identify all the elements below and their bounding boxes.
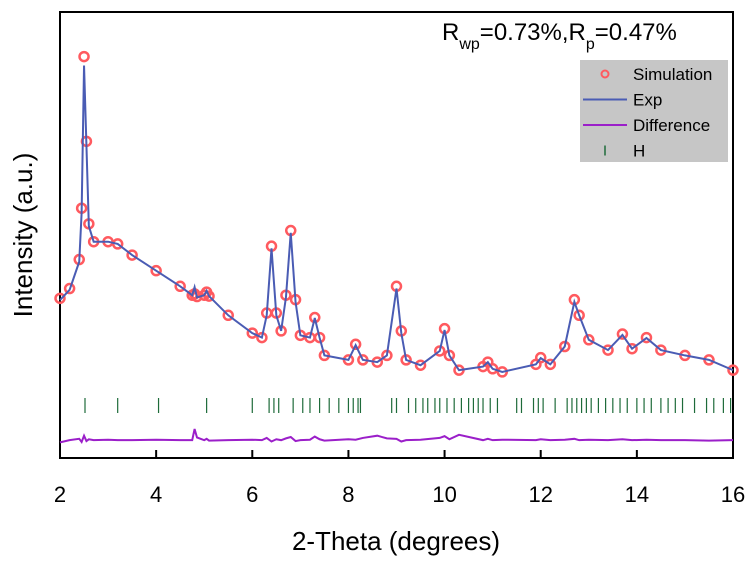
simulation-point (126, 249, 138, 261)
simulation-point (246, 327, 259, 339)
x-axis-title: 2-Theta (degrees) (292, 526, 500, 556)
annotation-part: =0.73%,R (480, 19, 586, 46)
simulation-point (616, 328, 629, 340)
x-tick-label: 6 (246, 482, 258, 507)
simulation-point (111, 238, 124, 250)
plot-frame (59, 11, 734, 459)
legend-label: Difference (633, 116, 710, 135)
simulation-point (434, 345, 446, 357)
simulation-point (626, 342, 638, 355)
annotation-part: =0.47% (595, 19, 677, 46)
x-tick-label: 12 (528, 482, 552, 507)
legend-symbol (600, 69, 610, 79)
simulation-point (174, 280, 186, 293)
simulation-point (583, 334, 595, 346)
simulation-point (727, 364, 739, 376)
simulation-point (349, 338, 362, 351)
x-tick-label: 10 (432, 482, 456, 507)
annotation: Rwp=0.73%,Rp=0.47% (442, 19, 677, 53)
simulation-point (63, 282, 76, 295)
simulation-point (486, 363, 499, 375)
simulation-point (54, 292, 66, 305)
simulation-point (602, 344, 614, 356)
simulation-point (78, 50, 90, 63)
simulation-point (534, 351, 547, 364)
x-tick-label: 8 (342, 482, 354, 507)
x-tick-label: 14 (625, 482, 649, 507)
legend-label: Exp (633, 91, 662, 110)
y-axis-title: Intensity (a.u.) (8, 153, 38, 318)
annotation-part: wp (458, 36, 480, 53)
simulation-point (414, 359, 427, 371)
legend-label: H (633, 142, 645, 161)
simulation-point (222, 309, 234, 322)
simulation-point (640, 331, 653, 344)
simulation-point (313, 331, 326, 344)
annotation-part: R (442, 19, 459, 46)
simulation-point (573, 309, 585, 322)
legend-label: Simulation (633, 65, 712, 84)
simulation-point (544, 358, 557, 371)
annotation-part: p (586, 36, 595, 53)
exp-line (59, 65, 734, 373)
x-tick-label: 16 (721, 482, 745, 507)
x-tick-label: 2 (54, 482, 66, 507)
simulation-point (150, 264, 162, 277)
difference-line (59, 428, 734, 444)
x-tick-label: 4 (150, 482, 162, 507)
